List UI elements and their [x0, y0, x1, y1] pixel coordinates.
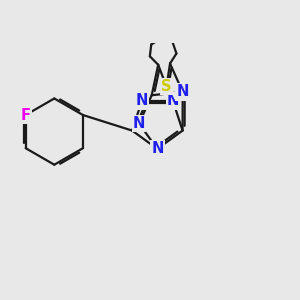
Text: S: S [161, 79, 172, 94]
Text: N: N [136, 94, 148, 109]
Text: F: F [21, 107, 31, 122]
Text: N: N [176, 85, 189, 100]
Text: N: N [151, 141, 164, 156]
Text: N: N [133, 116, 145, 131]
Text: N: N [167, 94, 179, 109]
